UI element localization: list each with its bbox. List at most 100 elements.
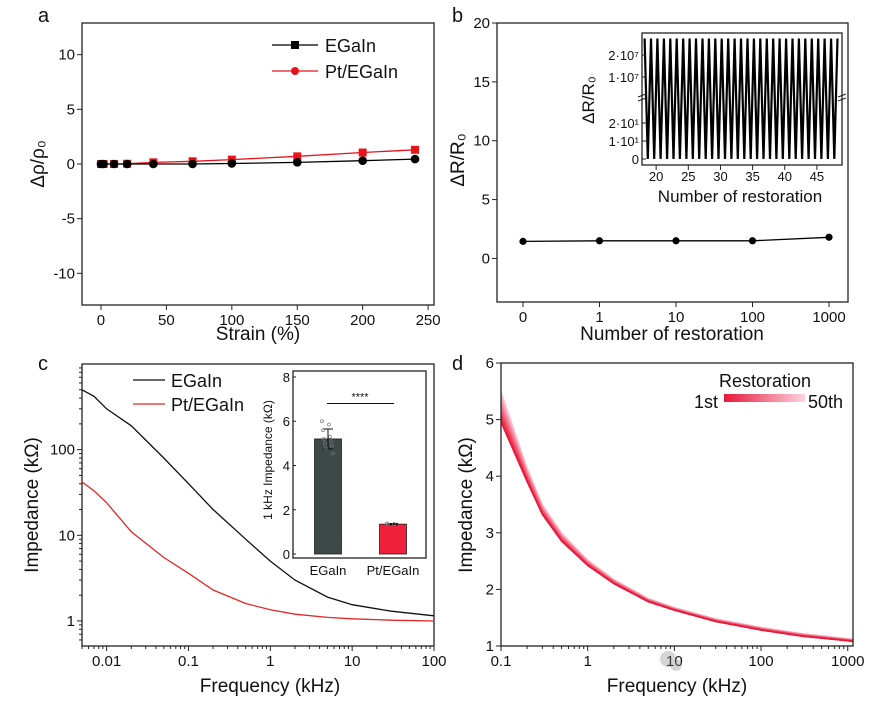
restoration-curve-42 bbox=[500, 396, 854, 641]
panel-d-chart: 0.11101001000123456Frequency (kHz)Impeda… bbox=[456, 355, 864, 697]
series-line-1 bbox=[81, 481, 435, 622]
individual-point bbox=[328, 434, 332, 439]
x-tick-label: 200 bbox=[350, 312, 375, 329]
restoration-curve-50 bbox=[500, 391, 854, 640]
data-point-circle bbox=[292, 158, 302, 167]
y-tick-label: 10 bbox=[58, 47, 75, 64]
panel-label-b: b bbox=[452, 5, 463, 27]
y-tick-label: 0 bbox=[67, 156, 75, 173]
y-tick-label: 6 bbox=[283, 414, 290, 429]
restoration-curve-41 bbox=[500, 396, 854, 641]
x-tick-label: 0 bbox=[97, 312, 105, 329]
y-tick-label: 2 bbox=[283, 503, 290, 518]
x-tick-label: 20 bbox=[649, 169, 663, 184]
axis-break-mark bbox=[837, 93, 847, 98]
y-axis-title: 1 kHz Impedance (kΩ) bbox=[261, 400, 275, 520]
data-point-square bbox=[358, 148, 367, 157]
y-tick-label: 4 bbox=[283, 458, 290, 473]
y-tick-label: 15 bbox=[473, 74, 490, 91]
restoration-curve-37 bbox=[500, 399, 854, 641]
x-tick-label: 150 bbox=[285, 312, 310, 329]
y-tick-label: 100 bbox=[50, 442, 75, 459]
x-tick-label: 10 bbox=[668, 309, 685, 326]
legend-label: EGaIn bbox=[325, 36, 376, 56]
axis-break-mark bbox=[837, 97, 847, 102]
wechat-icon bbox=[670, 659, 682, 671]
data-point bbox=[519, 237, 527, 245]
panel-b-frame bbox=[496, 22, 849, 303]
legend-marker-circle bbox=[291, 67, 299, 75]
y-tick-label: 1·10¹ bbox=[609, 134, 640, 149]
y-tick-label: 1 bbox=[67, 613, 75, 630]
y-axis-title: ΔR/R₀ bbox=[448, 133, 469, 186]
panel-c-inset-chart: EGaIn Pt/EGaIn 0 2 4 6 8 **** 1 kHz Impedance (k… bbox=[261, 370, 427, 578]
axis-break-mark bbox=[637, 93, 647, 98]
x-tick-label: 1 bbox=[595, 309, 603, 326]
legend-start-label: 1st bbox=[694, 392, 718, 412]
restoration-curve-43 bbox=[500, 395, 854, 641]
x-tick-label: 250 bbox=[416, 312, 441, 329]
restoration-curve-38 bbox=[500, 398, 854, 641]
y-axis-title: Impedance (kΩ) bbox=[22, 437, 43, 573]
panel-label-a: a bbox=[38, 5, 50, 27]
watermark-logo bbox=[660, 651, 682, 671]
data-point-circle bbox=[149, 159, 158, 169]
x-tick-label: 40 bbox=[778, 169, 792, 184]
individual-point bbox=[324, 445, 328, 450]
y-tick-label: 5 bbox=[482, 192, 490, 209]
series-line-0 bbox=[101, 158, 416, 165]
y-tick-label: 10 bbox=[473, 133, 490, 150]
cycle-series-line bbox=[643, 38, 839, 160]
panel-label-c: c bbox=[38, 353, 48, 375]
panel-label-d: d bbox=[452, 353, 463, 375]
panel-c-chart: 0.01 0.1 1 10 100 1 10 100 Frequency (kHz) Impeda… bbox=[22, 363, 447, 697]
category-label: Pt/EGaIn bbox=[367, 563, 420, 578]
bar-0 bbox=[314, 438, 342, 555]
x-tick-label: 1000 bbox=[812, 309, 845, 326]
x-axis-title: Strain (%) bbox=[216, 324, 300, 345]
data-point-circle bbox=[122, 159, 132, 169]
individual-point bbox=[327, 422, 331, 427]
y-tick-label: 2·10⁷ bbox=[608, 48, 639, 63]
x-tick-label: 1 bbox=[584, 653, 592, 670]
restoration-curve-47 bbox=[500, 393, 854, 640]
x-tick-label: 50 bbox=[158, 312, 175, 329]
data-point-circle bbox=[109, 159, 119, 169]
x-axis-title: Number of restoration bbox=[580, 324, 764, 345]
y-tick-label: 20 bbox=[473, 15, 490, 32]
x-tick-label: 0 bbox=[519, 309, 527, 326]
x-tick-label: 100 bbox=[219, 312, 244, 329]
individual-point bbox=[330, 443, 334, 448]
significance-stars: **** bbox=[351, 392, 369, 404]
wechat-icon bbox=[660, 651, 676, 667]
x-tick-label: 10 bbox=[344, 653, 361, 670]
panel-d-frame bbox=[500, 362, 854, 647]
series-line-0 bbox=[81, 389, 435, 617]
x-axis-title: Frequency (kHz) bbox=[200, 676, 340, 697]
y-axis-title: Δρ/ρ₀ bbox=[28, 140, 49, 187]
y-tick-label: 0 bbox=[482, 250, 490, 267]
restoration-curve-45 bbox=[500, 394, 854, 640]
data-point-circle bbox=[99, 159, 108, 169]
series-line-1 bbox=[101, 149, 416, 165]
restoration-curve-36 bbox=[500, 399, 854, 641]
individual-point bbox=[386, 522, 390, 527]
y-tick-label: 0 bbox=[283, 547, 290, 562]
legend-title: Restoration bbox=[719, 371, 811, 391]
legend-label: Pt/EGaIn bbox=[171, 395, 244, 415]
restoration-curve-40 bbox=[500, 397, 854, 641]
individual-point bbox=[331, 451, 335, 456]
x-tick-label: 0.01 bbox=[92, 653, 121, 670]
restoration-curve-39 bbox=[500, 398, 854, 641]
panel-c-inset-frame bbox=[292, 370, 427, 559]
y-axis-title: Impedance (kΩ) bbox=[456, 437, 477, 573]
x-tick-label: 100 bbox=[421, 653, 446, 670]
data-point bbox=[595, 237, 604, 245]
x-tick-label: 100 bbox=[749, 653, 774, 670]
restoration-curve-44 bbox=[500, 394, 854, 641]
x-tick-label: 35 bbox=[745, 169, 759, 184]
individual-point bbox=[323, 441, 327, 446]
y-tick-label: 10 bbox=[58, 527, 75, 544]
y-tick-label: 8 bbox=[283, 370, 290, 385]
